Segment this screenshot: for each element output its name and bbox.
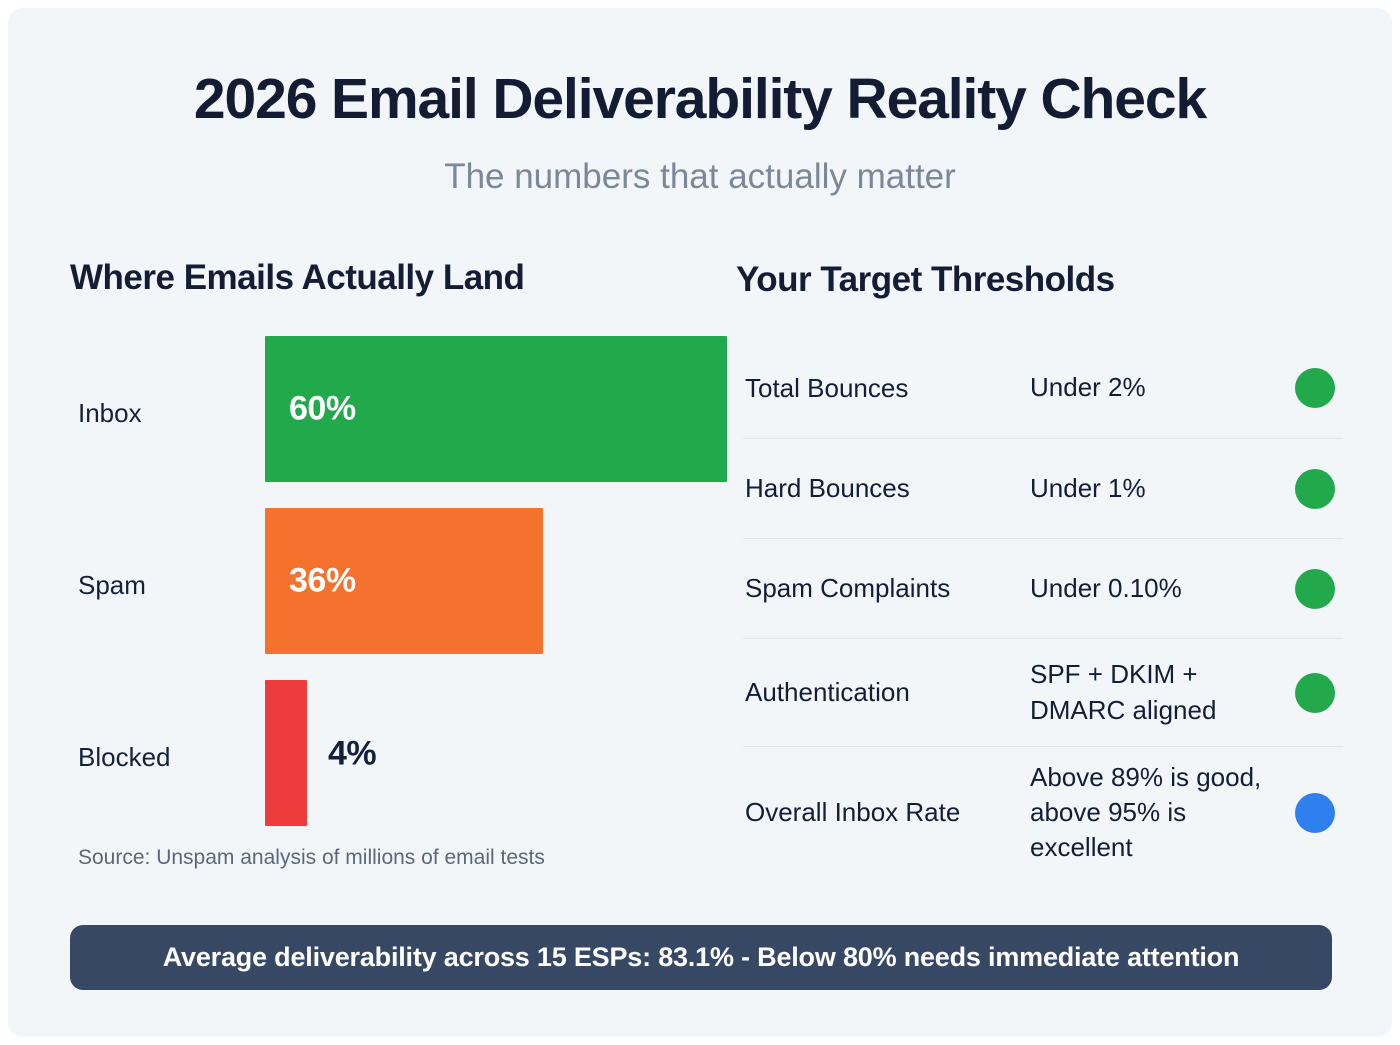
bar-fill-spam bbox=[265, 508, 543, 654]
summary-banner: Average deliverability across 15 ESPs: 8… bbox=[70, 925, 1332, 990]
bar-value-inbox: 60% bbox=[289, 389, 356, 428]
bar-chart: Where Emails Actually Land Inbox 60% Spa… bbox=[8, 8, 727, 1037]
thresholds-table: Total Bounces Under 2% Hard Bounces Unde… bbox=[743, 338, 1343, 878]
infographic-card: 2026 Email Deliverability Reality Check … bbox=[8, 8, 1392, 1037]
status-badge bbox=[1295, 568, 1335, 609]
threshold-label: Total Bounces bbox=[745, 372, 909, 403]
bar-fill-blocked bbox=[265, 680, 307, 826]
chart-source-note: Source: Unspam analysis of millions of e… bbox=[78, 846, 545, 869]
threshold-label: Overall Inbox Rate bbox=[745, 797, 961, 828]
bar-fill-inbox bbox=[265, 336, 727, 482]
bar-track-blocked bbox=[265, 680, 307, 826]
threshold-value: Above 89% is good, above 95% is excellen… bbox=[1030, 761, 1262, 863]
bar-label-spam: Spam bbox=[78, 570, 146, 600]
threshold-label: Authentication bbox=[745, 677, 910, 708]
page-title: 2026 Email Deliverability Reality Check bbox=[193, 67, 1207, 131]
bar-row-inbox: Inbox 60% bbox=[70, 328, 727, 482]
status-badge bbox=[1295, 672, 1335, 713]
threshold-value: Under 2% bbox=[1030, 372, 1146, 403]
table-row: Total Bounces Under 2% bbox=[743, 338, 1343, 438]
table-row: Overall Inbox Rate Above 89% is good, ab… bbox=[743, 746, 1343, 878]
bar-track-inbox: 60% bbox=[265, 336, 727, 482]
status-badge bbox=[1295, 368, 1335, 408]
table-row: Spam Complaints Under 0.10% bbox=[743, 538, 1343, 638]
page-subtitle: The numbers that actually matter bbox=[444, 157, 956, 196]
bar-row-spam: Spam 36% bbox=[70, 500, 690, 654]
table-row: Authentication SPF + DKIM + DMARC aligne… bbox=[743, 638, 1343, 746]
bar-value-blocked: 4% bbox=[328, 734, 377, 773]
bar-label-inbox: Inbox bbox=[78, 398, 142, 428]
threshold-value: Under 0.10% bbox=[1030, 572, 1182, 603]
status-badge bbox=[1295, 792, 1335, 833]
chart-section-heading: Where Emails Actually Land bbox=[70, 258, 525, 297]
status-badge bbox=[1295, 468, 1335, 509]
bar-value-spam: 36% bbox=[289, 561, 356, 600]
bar-track-spam: 36% bbox=[265, 508, 543, 654]
threshold-label: Hard Bounces bbox=[745, 473, 910, 504]
threshold-label: Spam Complaints bbox=[745, 573, 951, 604]
threshold-value: SPF + DKIM + DMARC aligned bbox=[1030, 659, 1217, 725]
threshold-value: Under 1% bbox=[1030, 472, 1146, 503]
bar-row-blocked: Blocked 4% bbox=[70, 672, 690, 826]
thresholds-section-heading: Your Target Thresholds bbox=[736, 260, 1115, 299]
bar-label-blocked: Blocked bbox=[78, 742, 171, 772]
table-row: Hard Bounces Under 1% bbox=[743, 438, 1343, 538]
